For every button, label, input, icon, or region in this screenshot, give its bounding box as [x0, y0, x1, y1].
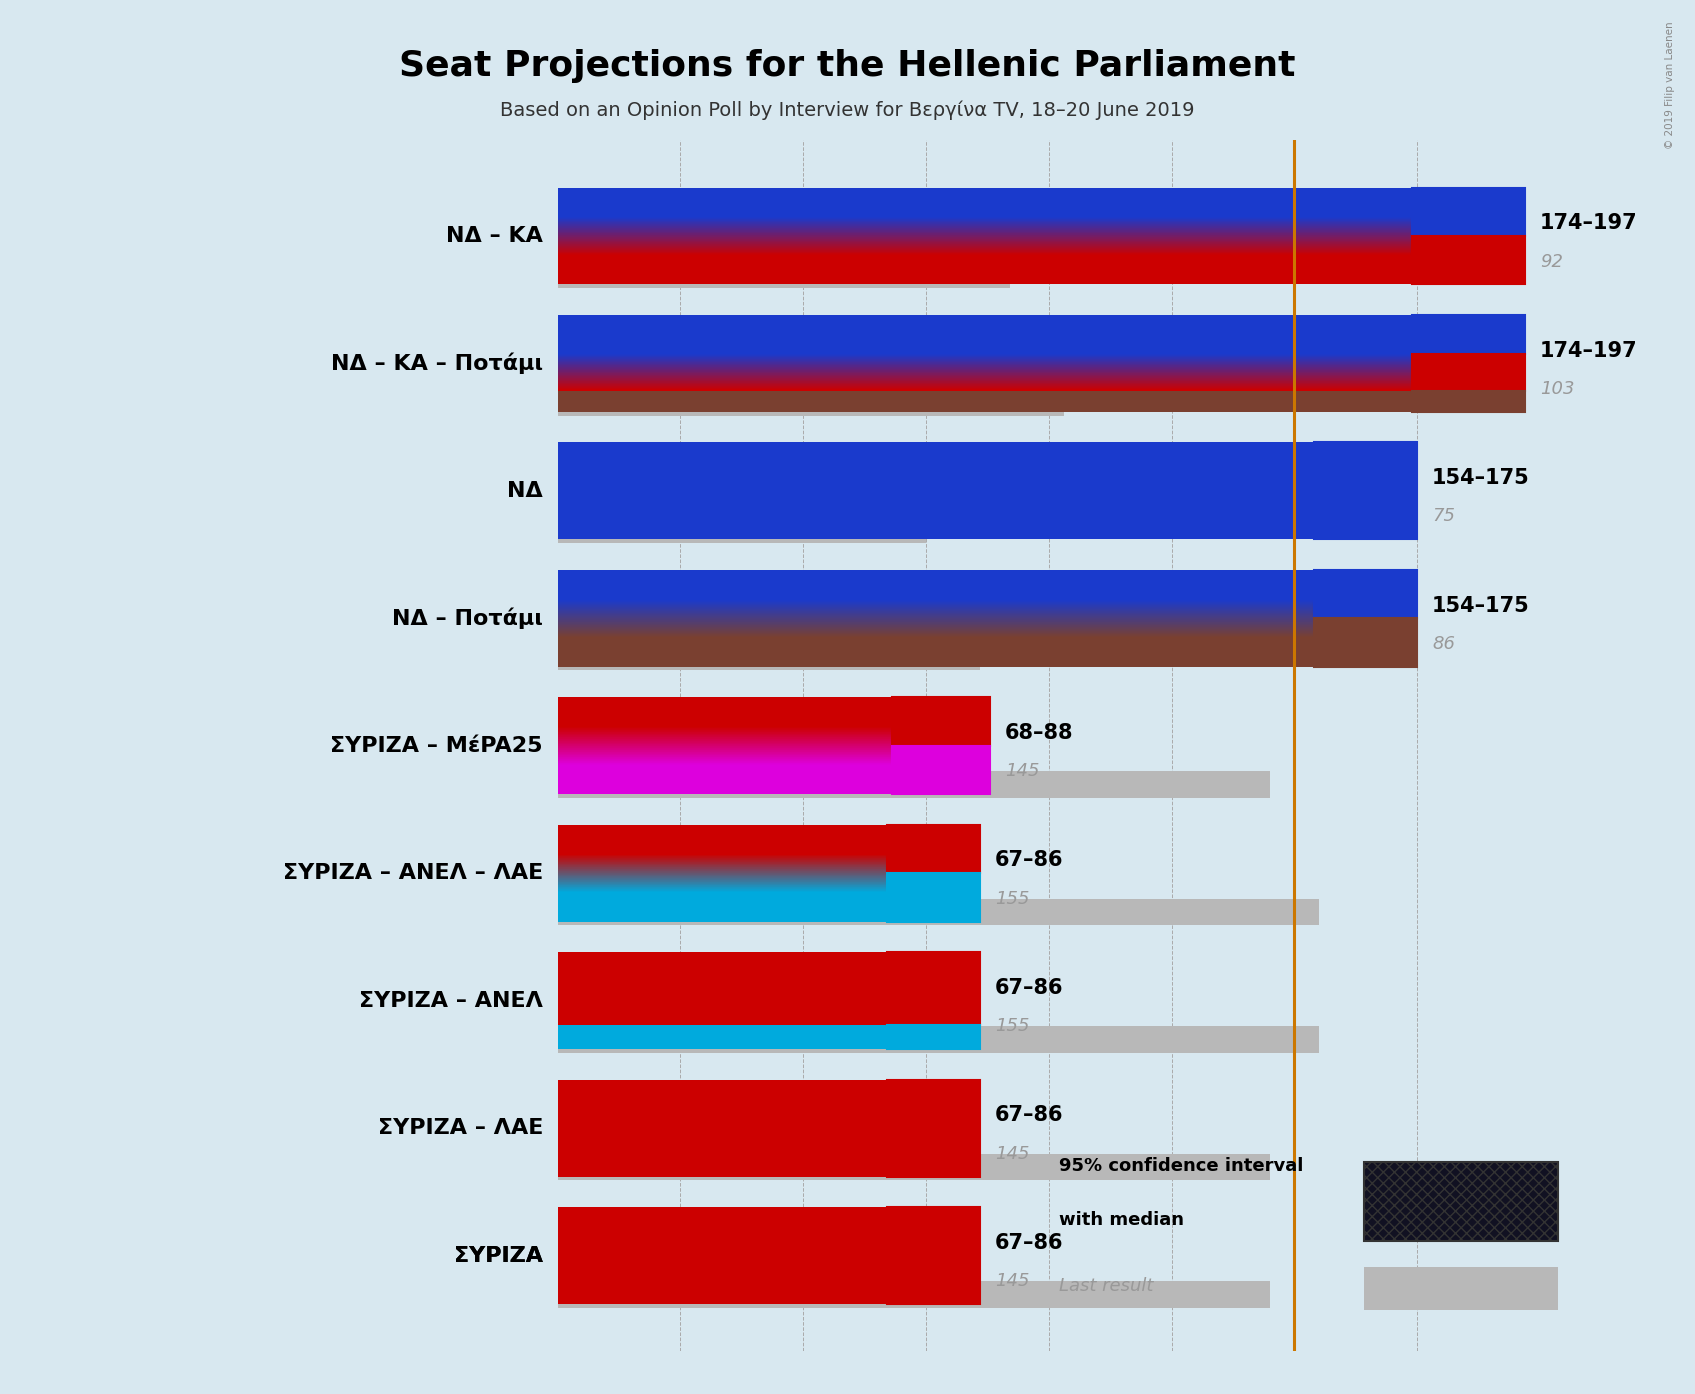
Text: 103: 103	[1541, 381, 1575, 397]
Text: 67–86: 67–86	[995, 850, 1063, 870]
Text: 155: 155	[995, 1018, 1029, 1036]
Bar	[558, 236, 1412, 284]
Bar	[558, 1153, 1270, 1181]
Bar	[558, 771, 1270, 797]
Bar	[558, 697, 892, 746]
Bar	[1364, 1161, 1558, 1242]
Text: 174–197: 174–197	[1541, 340, 1637, 361]
Bar	[558, 1025, 886, 1050]
Text: Last result: Last result	[1059, 1277, 1154, 1295]
Bar	[886, 1207, 980, 1303]
Bar	[886, 1080, 980, 1177]
Text: ΝΔ: ΝΔ	[507, 481, 542, 500]
Text: 67–86: 67–86	[995, 1105, 1063, 1125]
Text: ΣΥΡΙΖΑ – ΜέPA25: ΣΥΡΙΖΑ – ΜέPA25	[331, 736, 542, 756]
Bar	[558, 262, 1010, 289]
Bar	[558, 1281, 1270, 1308]
Bar	[1314, 442, 1417, 539]
Text: ΝΔ – ΚΑ – Ποτάμι: ΝΔ – ΚΑ – Ποτάμι	[331, 353, 542, 374]
Bar	[558, 389, 1063, 415]
Bar	[1412, 390, 1526, 411]
Bar	[558, 644, 980, 671]
Bar	[558, 442, 1314, 539]
Bar	[558, 619, 1314, 666]
Text: 67–86: 67–86	[995, 1232, 1063, 1253]
Bar	[558, 825, 886, 873]
Bar	[1412, 315, 1526, 354]
Text: ΝΔ – Ποτάμι: ΝΔ – Ποτάμι	[392, 608, 542, 629]
Bar	[886, 873, 980, 921]
Bar	[558, 1026, 1319, 1052]
Text: ΣΥΡΙΖΑ – ΛΑΕ: ΣΥΡΙΖΑ – ΛΑΕ	[378, 1118, 542, 1138]
Text: 68–88: 68–88	[1005, 723, 1073, 743]
Bar	[558, 746, 892, 795]
Text: 67–86: 67–86	[995, 979, 1063, 998]
Bar	[558, 315, 1412, 354]
Bar	[1364, 1267, 1558, 1310]
Bar	[886, 825, 980, 873]
Bar	[558, 1207, 886, 1303]
Text: ΣΥΡΙΖΑ: ΣΥΡΙΖΑ	[454, 1246, 542, 1266]
Text: 95% confidence interval: 95% confidence interval	[1059, 1157, 1303, 1175]
Text: 86: 86	[1432, 634, 1454, 652]
Text: ΝΔ – ΚΑ: ΝΔ – ΚΑ	[446, 226, 542, 245]
Text: 155: 155	[995, 889, 1029, 907]
Bar	[558, 570, 1314, 619]
Text: 154–175: 154–175	[1432, 595, 1529, 616]
Text: Based on an Opinion Poll by Interview for Βεργίνα TV, 18–20 June 2019: Based on an Opinion Poll by Interview fo…	[500, 100, 1195, 120]
Text: 92: 92	[1541, 252, 1563, 270]
Text: 145: 145	[995, 1273, 1029, 1289]
Text: 145: 145	[1005, 763, 1039, 781]
Bar	[558, 390, 1412, 411]
Bar	[1412, 236, 1526, 284]
Bar	[558, 188, 1412, 236]
Bar	[558, 952, 886, 1025]
Bar	[892, 697, 990, 746]
Text: with median: with median	[1059, 1210, 1185, 1228]
Text: 174–197: 174–197	[1541, 213, 1637, 233]
Bar	[558, 1080, 886, 1177]
Text: 145: 145	[995, 1144, 1029, 1163]
Bar	[1314, 619, 1417, 666]
Bar	[558, 899, 1319, 926]
Bar	[886, 952, 980, 1025]
Text: 75: 75	[1432, 507, 1454, 526]
Bar	[1314, 570, 1417, 619]
Bar	[1412, 354, 1526, 390]
Text: ΣΥΡΙΖΑ: ΣΥΡΙΖΑ	[454, 1246, 542, 1266]
Text: ΣΥΡΙΖΑ – ΑΝΕΛ – ΛΑΕ: ΣΥΡΙΖΑ – ΑΝΕΛ – ΛΑΕ	[283, 863, 542, 884]
Bar	[1412, 188, 1526, 236]
Bar	[892, 746, 990, 795]
Bar	[886, 1025, 980, 1050]
Text: © 2019 Filip van Laenen: © 2019 Filip van Laenen	[1664, 21, 1675, 149]
Text: ΣΥΡΙΖΑ – ΑΝΕΛ: ΣΥΡΙΖΑ – ΑΝΕΛ	[359, 991, 542, 1011]
Bar	[558, 873, 886, 921]
Text: 154–175: 154–175	[1432, 468, 1529, 488]
Text: Seat Projections for the Hellenic Parliament: Seat Projections for the Hellenic Parlia…	[400, 49, 1295, 82]
Bar	[558, 516, 925, 544]
